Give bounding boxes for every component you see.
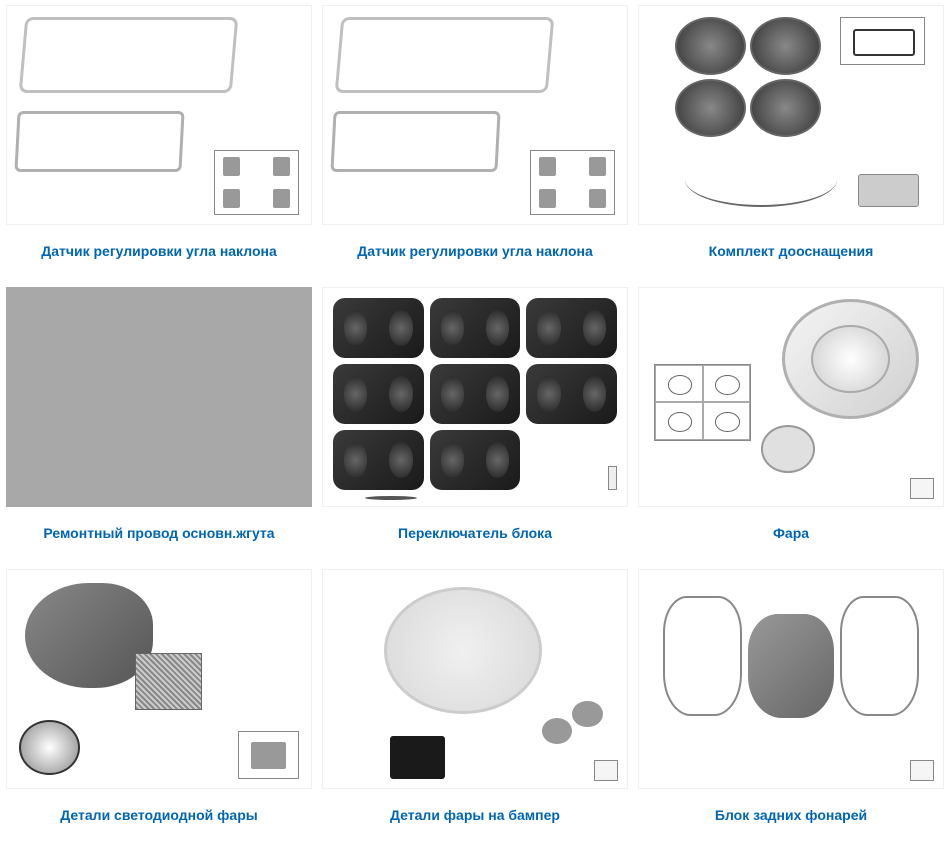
catalog-image-kit[interactable] <box>638 5 944 225</box>
catalog-title-link[interactable]: Датчик регулировки угла наклона <box>357 243 593 259</box>
catalog-item: Переключатель блока <box>321 287 629 561</box>
catalog-title-link[interactable]: Блок задних фонарей <box>715 807 867 823</box>
catalog-item: Блок задних фонарей <box>637 569 945 843</box>
catalog-title-link[interactable]: Ремонтный провод основн.жгута <box>43 525 274 541</box>
catalog-title-link[interactable]: Детали светодиодной фары <box>60 807 257 823</box>
catalog-title-link[interactable]: Детали фары на бампер <box>390 807 560 823</box>
catalog-image-sensor[interactable] <box>322 5 628 225</box>
catalog-image-sensor[interactable] <box>6 5 312 225</box>
catalog-grid: Датчик регулировки угла наклона Датчик р… <box>5 5 945 843</box>
catalog-item: Детали светодиодной фары <box>5 569 313 843</box>
catalog-item: Датчик регулировки угла наклона <box>321 5 629 279</box>
catalog-image-placeholder[interactable] <box>6 287 312 507</box>
catalog-item: Ремонтный провод основн.жгута <box>5 287 313 561</box>
catalog-image-bumper-light[interactable] <box>322 569 628 789</box>
catalog-item: Фара <box>637 287 945 561</box>
catalog-title-link[interactable]: Комплект дооснащения <box>709 243 874 259</box>
catalog-image-headlight[interactable] <box>638 287 944 507</box>
catalog-item: Датчик регулировки угла наклона <box>5 5 313 279</box>
catalog-title-link[interactable]: Датчик регулировки угла наклона <box>41 243 277 259</box>
catalog-title-link[interactable]: Переключатель блока <box>398 525 552 541</box>
catalog-image-led-exploded[interactable] <box>6 569 312 789</box>
catalog-item: Детали фары на бампер <box>321 569 629 843</box>
catalog-item: Комплект дооснащения <box>637 5 945 279</box>
catalog-title-link[interactable]: Фара <box>773 525 809 541</box>
catalog-image-rear-light[interactable] <box>638 569 944 789</box>
catalog-image-switches[interactable] <box>322 287 628 507</box>
